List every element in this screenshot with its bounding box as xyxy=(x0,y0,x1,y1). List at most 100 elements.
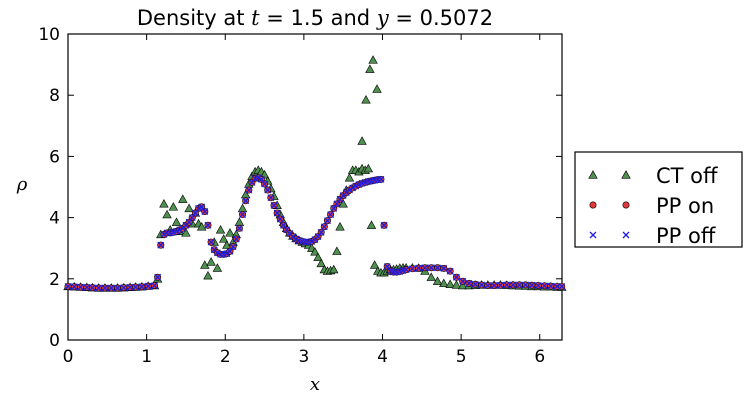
data-point xyxy=(159,199,169,208)
data-point xyxy=(206,257,216,266)
data-point xyxy=(415,264,423,272)
data-point xyxy=(332,246,342,255)
data-point xyxy=(547,282,555,290)
data-point xyxy=(509,281,517,289)
title-y-symbol: y xyxy=(376,6,390,30)
data-point xyxy=(408,265,416,273)
data-point xyxy=(402,266,410,274)
data-point xyxy=(330,204,338,212)
data-point xyxy=(446,267,454,275)
data-point xyxy=(320,223,328,231)
x-tick-label: 2 xyxy=(220,347,231,367)
data-point xyxy=(188,214,196,222)
data-point xyxy=(316,258,326,268)
plot-area xyxy=(67,33,563,341)
data-point xyxy=(522,281,530,289)
data-point xyxy=(245,186,253,194)
title-prefix: Density at xyxy=(137,6,251,30)
legend-marker xyxy=(589,201,597,209)
x-tick-label: 0 xyxy=(63,347,74,367)
data-point xyxy=(242,197,250,205)
data-point xyxy=(168,202,179,211)
data-point xyxy=(120,284,128,292)
data-point xyxy=(144,282,152,290)
data-point xyxy=(432,276,443,285)
data-point xyxy=(138,283,146,291)
data-point xyxy=(503,281,511,289)
data-point xyxy=(196,221,207,231)
legend-entries: CT off PP on PP off xyxy=(588,164,718,248)
y-tick-label: 0 xyxy=(49,331,60,351)
data-point xyxy=(185,218,193,226)
data-point xyxy=(338,199,348,208)
data-point xyxy=(440,264,448,272)
legend-label: CT off xyxy=(656,164,718,188)
data-point xyxy=(490,282,498,289)
data-point xyxy=(151,282,158,289)
data-point xyxy=(439,278,449,288)
data-point xyxy=(541,282,548,290)
data-point xyxy=(452,273,460,281)
data-point xyxy=(198,203,206,211)
data-point xyxy=(132,283,140,291)
data-point xyxy=(212,263,223,272)
legend-marker xyxy=(588,170,598,179)
data-point xyxy=(276,215,284,223)
data-point xyxy=(317,228,325,236)
y-axis-label: ρ xyxy=(16,174,28,195)
data-point xyxy=(471,280,479,288)
data-point xyxy=(88,284,96,292)
y-tick-label: 2 xyxy=(49,270,60,290)
data-point xyxy=(157,241,165,249)
y-tick-label: 6 xyxy=(49,147,60,167)
data-point xyxy=(70,283,78,291)
data-point xyxy=(154,273,162,281)
x-tick-label: 3 xyxy=(298,347,309,367)
legend-label: PP on xyxy=(656,194,714,218)
data-point xyxy=(279,221,287,229)
data-point xyxy=(459,277,467,285)
legend-marker xyxy=(589,231,597,239)
data-point xyxy=(83,283,91,291)
data-point xyxy=(383,263,391,271)
data-point xyxy=(324,217,331,225)
data-point xyxy=(451,280,462,289)
title-t-symbol: t xyxy=(251,6,260,30)
data-point xyxy=(171,217,182,226)
title-y-value: = 0.5072 xyxy=(389,6,493,30)
data-point xyxy=(372,84,382,93)
title-t-value: = 1.5 xyxy=(260,6,324,30)
data-point xyxy=(465,279,473,287)
legend-entry: PP on xyxy=(589,194,714,218)
data-point xyxy=(310,247,320,256)
data-point xyxy=(257,175,265,183)
legend-entry: CT off xyxy=(588,164,718,188)
data-point xyxy=(361,94,371,104)
data-point xyxy=(313,252,323,262)
data-point xyxy=(101,284,109,292)
data-point xyxy=(528,281,536,289)
data-marks xyxy=(63,55,567,292)
data-point xyxy=(478,281,486,289)
data-point xyxy=(77,283,85,291)
data-point xyxy=(327,211,335,218)
data-point xyxy=(270,201,278,209)
series-pp-off xyxy=(64,174,566,292)
data-point xyxy=(226,247,234,255)
data-point xyxy=(434,264,441,272)
data-point xyxy=(162,209,172,219)
data-point xyxy=(239,211,247,218)
data-point xyxy=(496,281,504,289)
data-point xyxy=(333,200,341,208)
data-point xyxy=(534,282,542,289)
data-point xyxy=(457,280,468,290)
data-point xyxy=(515,281,523,289)
data-point xyxy=(314,233,322,241)
legend-label: PP off xyxy=(656,224,716,248)
data-point xyxy=(426,272,436,281)
data-point xyxy=(273,209,281,217)
data-point xyxy=(267,194,275,202)
x-tick-label: 5 xyxy=(456,347,467,367)
legend-box xyxy=(574,151,743,248)
